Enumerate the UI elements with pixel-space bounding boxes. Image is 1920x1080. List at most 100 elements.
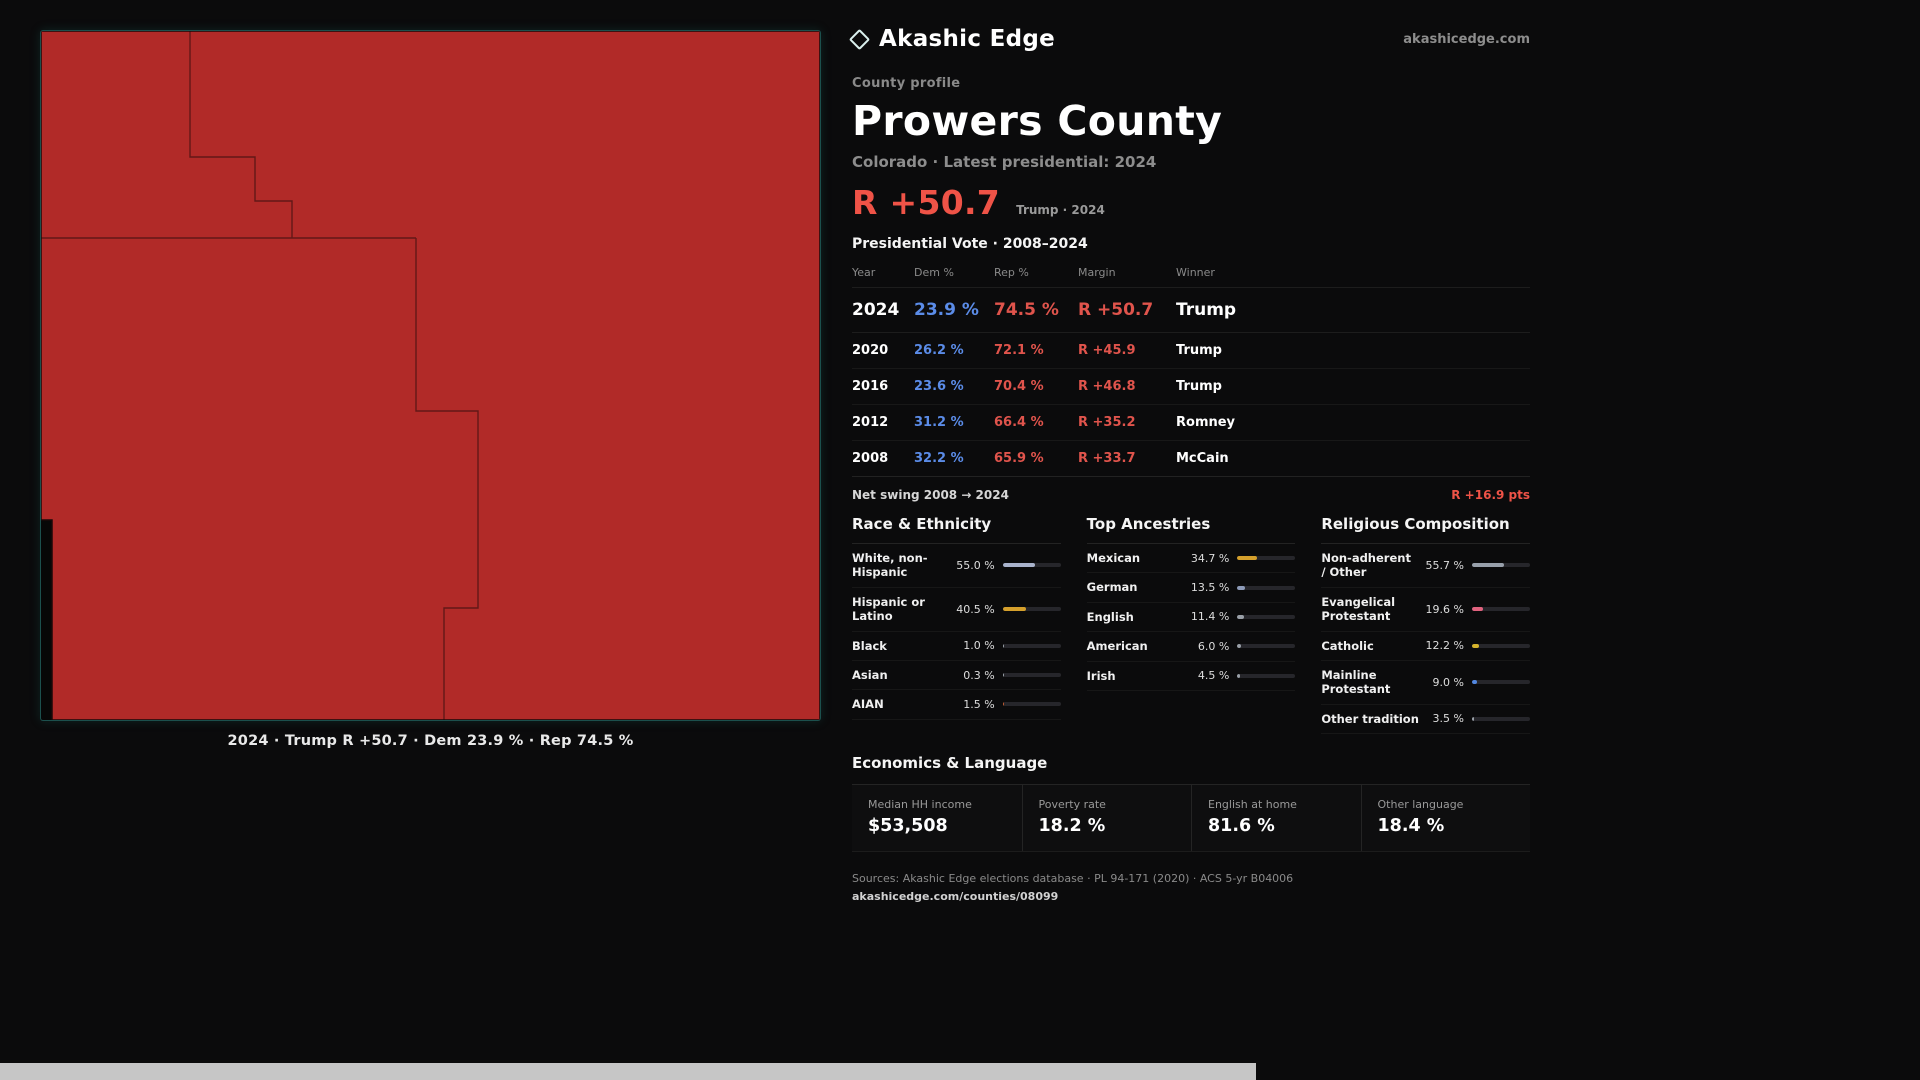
item-label: Evangelical Protestant — [1321, 594, 1396, 624]
item-english: English 11.4 % — [1086, 603, 1296, 633]
county-map-panel — [40, 30, 821, 721]
county-shape[interactable] — [41, 31, 820, 720]
net-swing-label: Net swing 2008 → 2024 — [852, 488, 1009, 502]
item-bar-track — [1002, 702, 1061, 707]
item-bar-fill — [1472, 607, 1484, 612]
item-bar-fill — [1472, 563, 1505, 568]
county-info-panel: Akashic Edge akashicedge.com County prof… — [848, 26, 1530, 903]
stat-poverty-rate: Poverty rate 18.2 % — [1021, 785, 1192, 851]
sources-note: Sources: Akashic Edge elections database… — [852, 872, 1294, 885]
headline-margin-context: Trump · 2024 — [1016, 203, 1105, 217]
brand-name[interactable]: Akashic Edge — [879, 26, 1056, 52]
item-label: AIAN — [852, 697, 884, 712]
item-value: 0.3 % — [963, 668, 995, 682]
item-bar-track — [1237, 614, 1296, 619]
kicker-county-profile: County profile — [852, 76, 961, 91]
item-bar-track — [1237, 585, 1296, 590]
item-value: 4.5 % — [1197, 669, 1230, 683]
section-title: Top Ancestries — [1086, 515, 1296, 544]
cell-winner: Trump — [1176, 300, 1237, 320]
item-bar-fill — [1237, 673, 1240, 678]
item-value: 11.4 % — [1190, 610, 1230, 624]
item-value: 6.0 % — [1197, 639, 1230, 653]
item-other-tradition: Other tradition 3.5 % — [1321, 705, 1530, 734]
vote-history-table: Year Dem % Rep % Margin Winner 2024 23.9… — [852, 262, 1530, 477]
item-bar-fill — [1002, 607, 1027, 612]
item-value: 19.6 % — [1425, 602, 1464, 616]
item-bar-fill — [1472, 716, 1475, 721]
item-bar-fill — [1472, 643, 1480, 648]
item-label: Irish — [1086, 668, 1116, 683]
header: Akashic Edge akashicedge.com — [848, 26, 1530, 64]
item-value: 1.0 % — [963, 639, 995, 653]
cell-year: 2024 — [852, 300, 900, 320]
vote-row-2020: 2020 26.2 % 72.1 % R +45.9 Trump — [852, 333, 1530, 369]
stat-label: Poverty rate — [1038, 798, 1106, 811]
cell-year: 2012 — [852, 415, 889, 430]
permalink-url[interactable]: akashicedge.com/counties/08099 — [852, 890, 1059, 903]
item-label: American — [1086, 639, 1148, 654]
stat-value: 18.4 % — [1377, 816, 1445, 836]
col-rep: Rep % — [994, 266, 1029, 279]
economics-language-title: Economics & Language — [852, 754, 1048, 772]
cell-dem: 23.9 % — [914, 300, 979, 320]
item-bar-track — [1002, 563, 1061, 568]
map-caption: 2024 · Trump R +50.7 · Dem 23.9 % · Rep … — [227, 733, 634, 749]
col-winner: Winner — [1176, 266, 1215, 279]
item-aian: AIAN 1.5 % — [852, 690, 1061, 720]
item-bar-fill — [1237, 614, 1244, 619]
cell-winner: Romney — [1176, 415, 1236, 430]
item-label: Asian — [852, 667, 888, 682]
vote-row-2008: 2008 32.2 % 65.9 % R +33.7 McCain — [852, 441, 1530, 477]
item-bar-fill — [1002, 563, 1035, 568]
cell-rep: 65.9 % — [994, 451, 1044, 466]
headline-margin-value: R +50.7 — [852, 183, 1001, 222]
vote-row-2012: 2012 31.2 % 66.4 % R +35.2 Romney — [852, 405, 1530, 441]
item-bar-track — [1237, 673, 1296, 678]
cell-margin: R +46.8 — [1078, 379, 1136, 394]
item-bar-track — [1472, 680, 1530, 685]
col-year: Year — [852, 266, 876, 279]
item-mainline-protestant: Mainline Protestant 9.0 % — [1321, 661, 1530, 705]
cell-dem: 32.2 % — [914, 451, 964, 466]
item-bar-fill — [1002, 643, 1004, 648]
item-bar-fill — [1237, 556, 1258, 561]
stat-other-language: Other language 18.4 % — [1360, 785, 1531, 851]
item-value: 12.2 % — [1425, 639, 1464, 653]
item-non-adherent-other: Non-adherent / Other 55.7 % — [1321, 544, 1530, 588]
section-title: Race & Ethnicity — [852, 515, 1061, 544]
county-map[interactable] — [41, 31, 820, 720]
item-label: Hispanic or Latino — [852, 594, 925, 624]
item-bar-fill — [1002, 702, 1004, 707]
item-label: Black — [852, 638, 887, 653]
item-bar-track — [1237, 556, 1296, 561]
vote-row-2016: 2016 23.6 % 70.4 % R +46.8 Trump — [852, 369, 1530, 405]
demographics-grid: Race & Ethnicity White, non-Hispanic 55.… — [852, 515, 1530, 734]
bottom-scrollbar[interactable] — [0, 1063, 1256, 1080]
cell-dem: 26.2 % — [914, 343, 964, 358]
net-swing-value: R +16.9 pts — [1451, 488, 1530, 502]
race-ethnicity-section: Race & Ethnicity White, non-Hispanic 55.… — [852, 515, 1061, 734]
neighbor-boundaries — [41, 31, 479, 720]
item-label: Mexican — [1086, 551, 1141, 565]
county-subtitle: Colorado · Latest presidential: 2024 — [852, 153, 1157, 171]
stat-label: Median HH income — [868, 798, 972, 811]
item-bar-track — [1472, 563, 1530, 568]
item-label: Catholic — [1321, 638, 1374, 653]
item-bar-track — [1002, 643, 1061, 648]
item-bar-track — [1472, 643, 1530, 648]
item-value: 1.5 % — [963, 697, 995, 711]
vote-table-title: Presidential Vote · 2008–2024 — [852, 236, 1088, 252]
economics-stats-row: Median HH income $53,508 Poverty rate 18… — [852, 784, 1530, 852]
item-value: 55.0 % — [956, 558, 995, 572]
stat-median-hh-income: Median HH income $53,508 — [852, 785, 1022, 851]
cell-winner: Trump — [1176, 379, 1222, 394]
site-domain-link[interactable]: akashicedge.com — [1403, 31, 1530, 47]
item-german: German 13.5 % — [1086, 573, 1296, 603]
item-label: English — [1086, 609, 1134, 624]
item-bar-fill — [1472, 680, 1478, 685]
col-dem: Dem % — [914, 266, 954, 279]
item-value: 34.7 % — [1190, 551, 1230, 565]
item-label: Other tradition — [1321, 711, 1419, 726]
